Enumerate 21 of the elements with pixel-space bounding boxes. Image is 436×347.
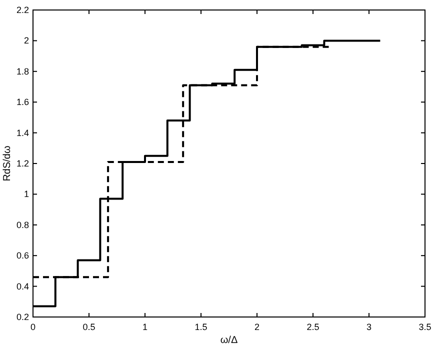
- y-tick-label: 0.6: [16, 250, 29, 261]
- x-tick-label: 1.5: [194, 322, 208, 332]
- y-tick-label: 0.4: [16, 281, 29, 292]
- x-tick-label: 2: [254, 322, 260, 332]
- y-tick-label: 1: [24, 189, 29, 200]
- y-tick-label: 0.2: [16, 312, 29, 322]
- x-tick-label: 3.5: [418, 322, 432, 332]
- x-tick-label: 3: [366, 322, 372, 332]
- y-axis-title: RdS/dω: [2, 146, 13, 182]
- y-tick-label: 1.4: [16, 128, 29, 138]
- y-tick-label: 0.8: [16, 220, 29, 230]
- x-tick-label: 0: [30, 322, 36, 332]
- y-tick-label: 2: [24, 36, 29, 46]
- x-tick-label: 0.5: [82, 322, 96, 332]
- y-tick-label: 1.8: [16, 66, 29, 76]
- y-tick-label: 1.6: [16, 97, 29, 108]
- x-tick-label: 1: [142, 322, 148, 332]
- y-tick-label: 1.2: [16, 158, 29, 168]
- x-axis-title: ω/Δ: [220, 335, 238, 346]
- x-tick-label: 2.5: [306, 322, 320, 332]
- y-tick-label: 2.2: [16, 5, 29, 15]
